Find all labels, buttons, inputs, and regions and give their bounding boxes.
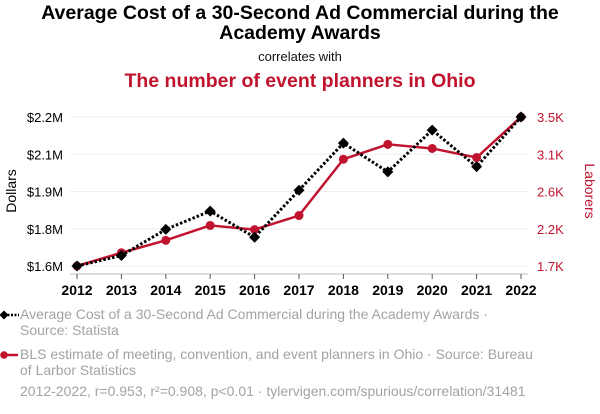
y-right-tick-label: 3.1K <box>537 147 564 162</box>
data-point-ad-cost <box>426 124 438 136</box>
data-point-event-planners <box>427 143 437 153</box>
data-point-event-planners <box>338 154 348 164</box>
x-tick-label: 2018 <box>328 282 359 298</box>
y-right-tick-label: 1.7K <box>537 259 564 274</box>
data-point-event-planners <box>250 225 260 235</box>
data-point-ad-cost <box>515 111 527 123</box>
y-axis-right-label: Laborers <box>582 163 598 218</box>
data-point-ad-cost <box>160 223 172 235</box>
legend-label-ad-cost: Average Cost of a 30-Second Ad Commercia… <box>20 306 488 338</box>
x-tick-label: 2013 <box>106 282 137 298</box>
y-axis-right: 1.7K 2.2K 2.6K 3.1K 3.5K <box>537 110 564 274</box>
legend-label-event-planners: BLS estimate of meeting, convention, and… <box>20 346 533 378</box>
x-tick-label: 2014 <box>150 282 181 298</box>
chart-title-secondary: The number of event planners in Ohio <box>124 70 476 92</box>
data-point-ad-cost <box>471 161 483 173</box>
data-point-ad-cost <box>293 184 305 196</box>
y-left-tick-label: $1.6M <box>27 259 63 274</box>
data-point-ad-cost <box>249 231 261 243</box>
series-ad-cost <box>71 111 527 272</box>
series-event-planners <box>72 112 526 271</box>
y-right-tick-label: 2.6K <box>537 185 564 200</box>
data-point-event-planners <box>472 153 482 163</box>
data-point-event-planners <box>205 220 215 230</box>
data-point-ad-cost <box>337 137 349 149</box>
chart-subtitle: correlates with <box>258 49 342 64</box>
y-right-tick-label: 3.5K <box>537 110 564 125</box>
x-tick-label: 2022 <box>505 282 536 298</box>
x-tick-label: 2015 <box>195 282 226 298</box>
y-left-tick-label: $2.1M <box>27 147 63 162</box>
data-point-ad-cost <box>115 250 127 262</box>
x-axis: 2012 2013 2014 2015 2016 2017 2018 2019 2020 2021… <box>61 273 537 298</box>
data-point-event-planners <box>383 139 393 149</box>
x-tick-label: 2021 <box>461 282 492 298</box>
data-point-ad-cost <box>382 166 394 178</box>
data-point-ad-cost <box>71 260 83 272</box>
legend-circle-line-icon <box>0 351 18 359</box>
legend-diamond-dotted-icon <box>0 310 19 320</box>
data-point-ad-cost <box>204 205 216 217</box>
footer-stats: 2012-2022, r=0.953, r²=0.908, p<0.01 · t… <box>20 383 526 399</box>
data-point-event-planners <box>161 235 171 245</box>
legend-item-ad-cost: Average Cost of a 30-Second Ad Commercia… <box>0 306 540 338</box>
chart-area: 2012 2013 2014 2015 2016 2017 2018 2019 2020 2021… <box>3 110 598 298</box>
x-tick-label: 2017 <box>283 282 314 298</box>
x-tick-label: 2019 <box>372 282 403 298</box>
y-left-tick-label: $1.8M <box>27 222 63 237</box>
x-tick-label: 2012 <box>61 282 92 298</box>
y-left-tick-label: $2.2M <box>27 110 63 125</box>
x-tick-label: 2020 <box>417 282 448 298</box>
x-tick-label: 2016 <box>239 282 270 298</box>
y-left-tick-label: $1.9M <box>27 185 63 200</box>
chart-title: Average Cost of a 30-Second Ad Commercia… <box>41 2 559 44</box>
y-axis-left-label: Dollars <box>3 169 19 213</box>
legend-item-event-planners: BLS estimate of meeting, convention, and… <box>0 346 540 378</box>
data-point-event-planners <box>294 211 304 221</box>
y-axis-left: $1.6M $1.8M $1.9M $2.1M $2.2M <box>27 110 63 274</box>
y-right-tick-label: 2.2K <box>537 222 564 237</box>
